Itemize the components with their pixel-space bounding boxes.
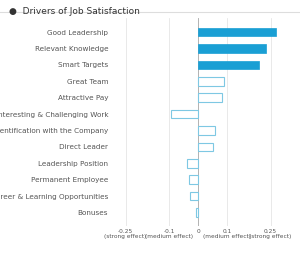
Bar <box>188 175 198 184</box>
Bar <box>198 61 259 69</box>
Bar <box>198 143 213 151</box>
Bar <box>198 44 266 53</box>
Bar <box>170 110 198 118</box>
Bar <box>198 28 277 36</box>
Text: ●  Drivers of Job Satisfaction: ● Drivers of Job Satisfaction <box>9 7 140 16</box>
Bar <box>196 208 198 217</box>
Bar <box>190 192 198 200</box>
Bar <box>198 126 215 135</box>
Bar <box>187 159 198 168</box>
Bar <box>198 77 224 85</box>
Bar <box>198 93 222 102</box>
